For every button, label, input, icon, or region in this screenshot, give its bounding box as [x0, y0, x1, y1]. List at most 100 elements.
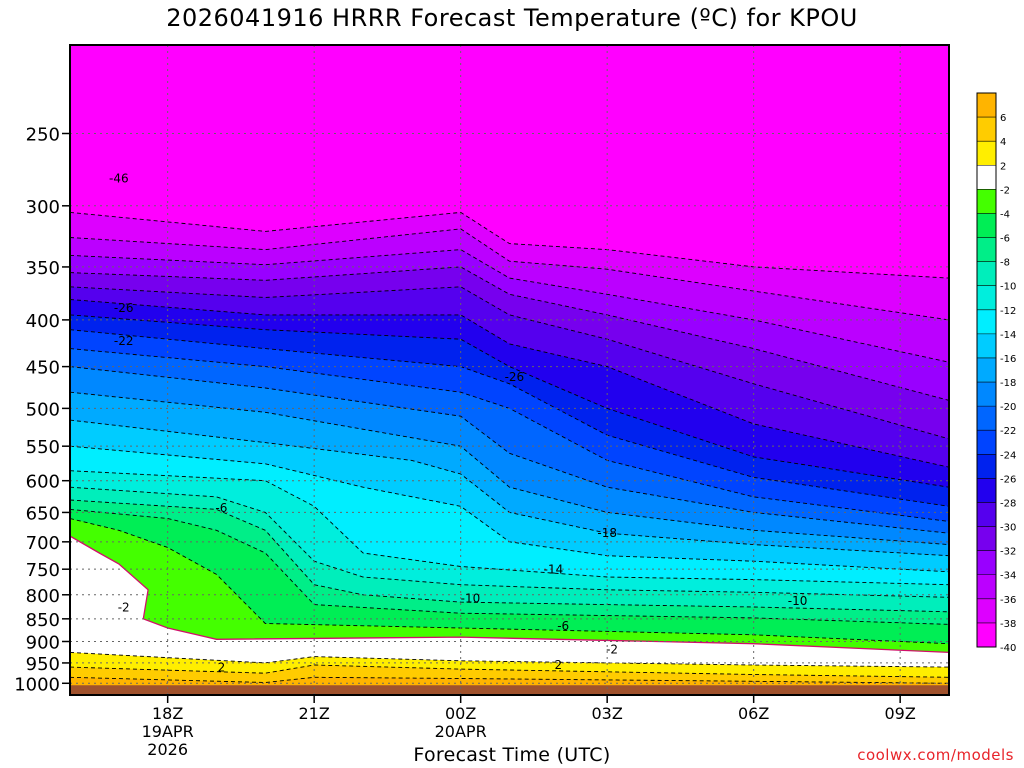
x-tick-label: 18Z: [152, 704, 183, 723]
y-tick-label: 950: [26, 654, 60, 675]
source-credit: coolwx.com/models: [857, 746, 1014, 764]
y-tick-label: 400: [26, 311, 60, 332]
colorbar-frame: [976, 92, 997, 648]
colorbar-swatch: [977, 189, 996, 214]
x-tick-label: 19APR: [142, 722, 194, 741]
colorbar-swatch: [977, 237, 996, 263]
colorbar-label: -12: [1000, 306, 1016, 317]
colorbar-swatch: [977, 261, 996, 287]
contour-label: -10: [788, 594, 808, 608]
colorbar-swatch: [977, 622, 996, 648]
contour-label: 2: [218, 661, 226, 675]
contour-line-20: [70, 651, 949, 668]
colorbar-swatch: [977, 526, 996, 552]
colorbar-swatch: [977, 333, 996, 359]
x-tick-label: 06Z: [738, 704, 769, 723]
contour-line-6: [70, 299, 949, 468]
colorbar-label: -24: [1000, 450, 1016, 461]
colorbar-swatch: [977, 502, 996, 528]
y-tick-label: 750: [26, 560, 60, 581]
contour-label: -6: [557, 619, 569, 633]
colorbar-label: -40: [1000, 643, 1016, 654]
colorbar-label: 6: [1000, 113, 1006, 124]
colorbar-swatch: [977, 213, 996, 239]
y-tick-label: 600: [26, 472, 60, 493]
y-tick-label: 550: [26, 437, 60, 458]
y-tick-label: 300: [26, 197, 60, 218]
colorbar-swatch: [977, 141, 996, 166]
colorbar-label: -16: [1000, 354, 1016, 365]
plot-frame: [69, 44, 950, 696]
y-tick-label: 900: [26, 632, 60, 653]
colorbar-swatch: [977, 165, 996, 190]
colorbar-label: -22: [1000, 426, 1016, 437]
colorbar-label: -30: [1000, 523, 1016, 534]
colorbar-label: -4: [1000, 209, 1010, 220]
contour-line-1: [70, 211, 949, 279]
contour-line-22: [70, 676, 949, 684]
colorbar-label: -34: [1000, 571, 1016, 582]
y-tick-label: 500: [26, 399, 60, 420]
contour-line-10: [70, 366, 949, 534]
contour-labels: -46-26-22-26-6-18-14-10 -10-6-2-22 2: [109, 171, 807, 674]
contour-label: -2: [606, 642, 618, 656]
x-tick-label: 21Z: [299, 704, 330, 723]
y-tick-label: 850: [26, 610, 60, 631]
contour-label: 2: [555, 658, 563, 672]
contour-label: -6: [215, 501, 227, 515]
colorbar-swatch: [977, 574, 996, 600]
y-tick-label: 250: [26, 124, 60, 145]
x-tick-label: 03Z: [592, 704, 623, 723]
colorbar-label: -28: [1000, 498, 1016, 509]
contour-line-13: [70, 445, 949, 573]
colorbar-swatch: [977, 117, 996, 142]
contour-line-17: [70, 508, 949, 625]
colorbar-swatch: [977, 382, 996, 407]
colorbar: 6 4 2 -2 -4 -6 -8 -10 -12 -14 -16 -18 -20 -22 -24 -26 -2…: [976, 92, 1016, 654]
x-tick-label: 20APR: [435, 722, 487, 741]
contour-line-15: [70, 486, 949, 598]
colorbar-label: -32: [1000, 547, 1016, 558]
y-tick-label: 1000: [14, 674, 60, 695]
colorbar-label: -20: [1000, 402, 1016, 413]
contour-line-18: [70, 518, 949, 645]
x-tick-label: 2026: [147, 740, 188, 759]
contour-line-14: [70, 470, 949, 586]
contour-line-16: [70, 499, 949, 613]
colorbar-label: 2: [1000, 161, 1006, 172]
colorbar-label: 4: [1000, 137, 1006, 148]
colorbar-swatch: [977, 285, 996, 311]
colorbar-label: -2: [1000, 185, 1010, 196]
colorbar-swatch: [977, 454, 996, 479]
contour-label: -14: [544, 563, 564, 577]
y-tick-label: 650: [26, 503, 60, 524]
colorbar-swatch: [977, 406, 996, 431]
colorbar-label: -6: [1000, 234, 1010, 245]
colorbar-swatch: [977, 598, 996, 624]
colorbar-label: -36: [1000, 595, 1016, 606]
colorbar-swatch: [977, 550, 996, 576]
chart-title: 2026041916 HRRR Forecast Temperature (ºC…: [166, 4, 858, 32]
contour-line-7: [70, 314, 949, 488]
colorbar-label: -10: [1000, 282, 1016, 293]
contour-label: -18: [597, 526, 617, 540]
colorbar-label: -8: [1000, 258, 1010, 269]
y-tick-label: 800: [26, 586, 60, 607]
grid-lines: [70, 45, 949, 695]
x-axis-label: Forecast Time (UTC): [413, 744, 611, 766]
x-tick-label: 09Z: [885, 704, 916, 723]
colorbar-swatch: [977, 93, 996, 118]
y-axis: 2503003504004505005506006507007508008509…: [14, 124, 70, 695]
contour-line-5: [70, 286, 949, 440]
contour-label: -2: [118, 600, 130, 614]
colorbar-swatch: [977, 357, 996, 383]
y-tick-label: 450: [26, 358, 60, 379]
contour-label: -22: [114, 334, 134, 348]
temperature-band-19: [70, 536, 949, 695]
contour-label: -26: [114, 301, 134, 315]
colorbar-label: -38: [1000, 619, 1016, 630]
colorbar-swatch: [977, 309, 996, 335]
colorbar-swatch: [977, 478, 996, 503]
x-tick-label: 00Z: [445, 704, 476, 723]
